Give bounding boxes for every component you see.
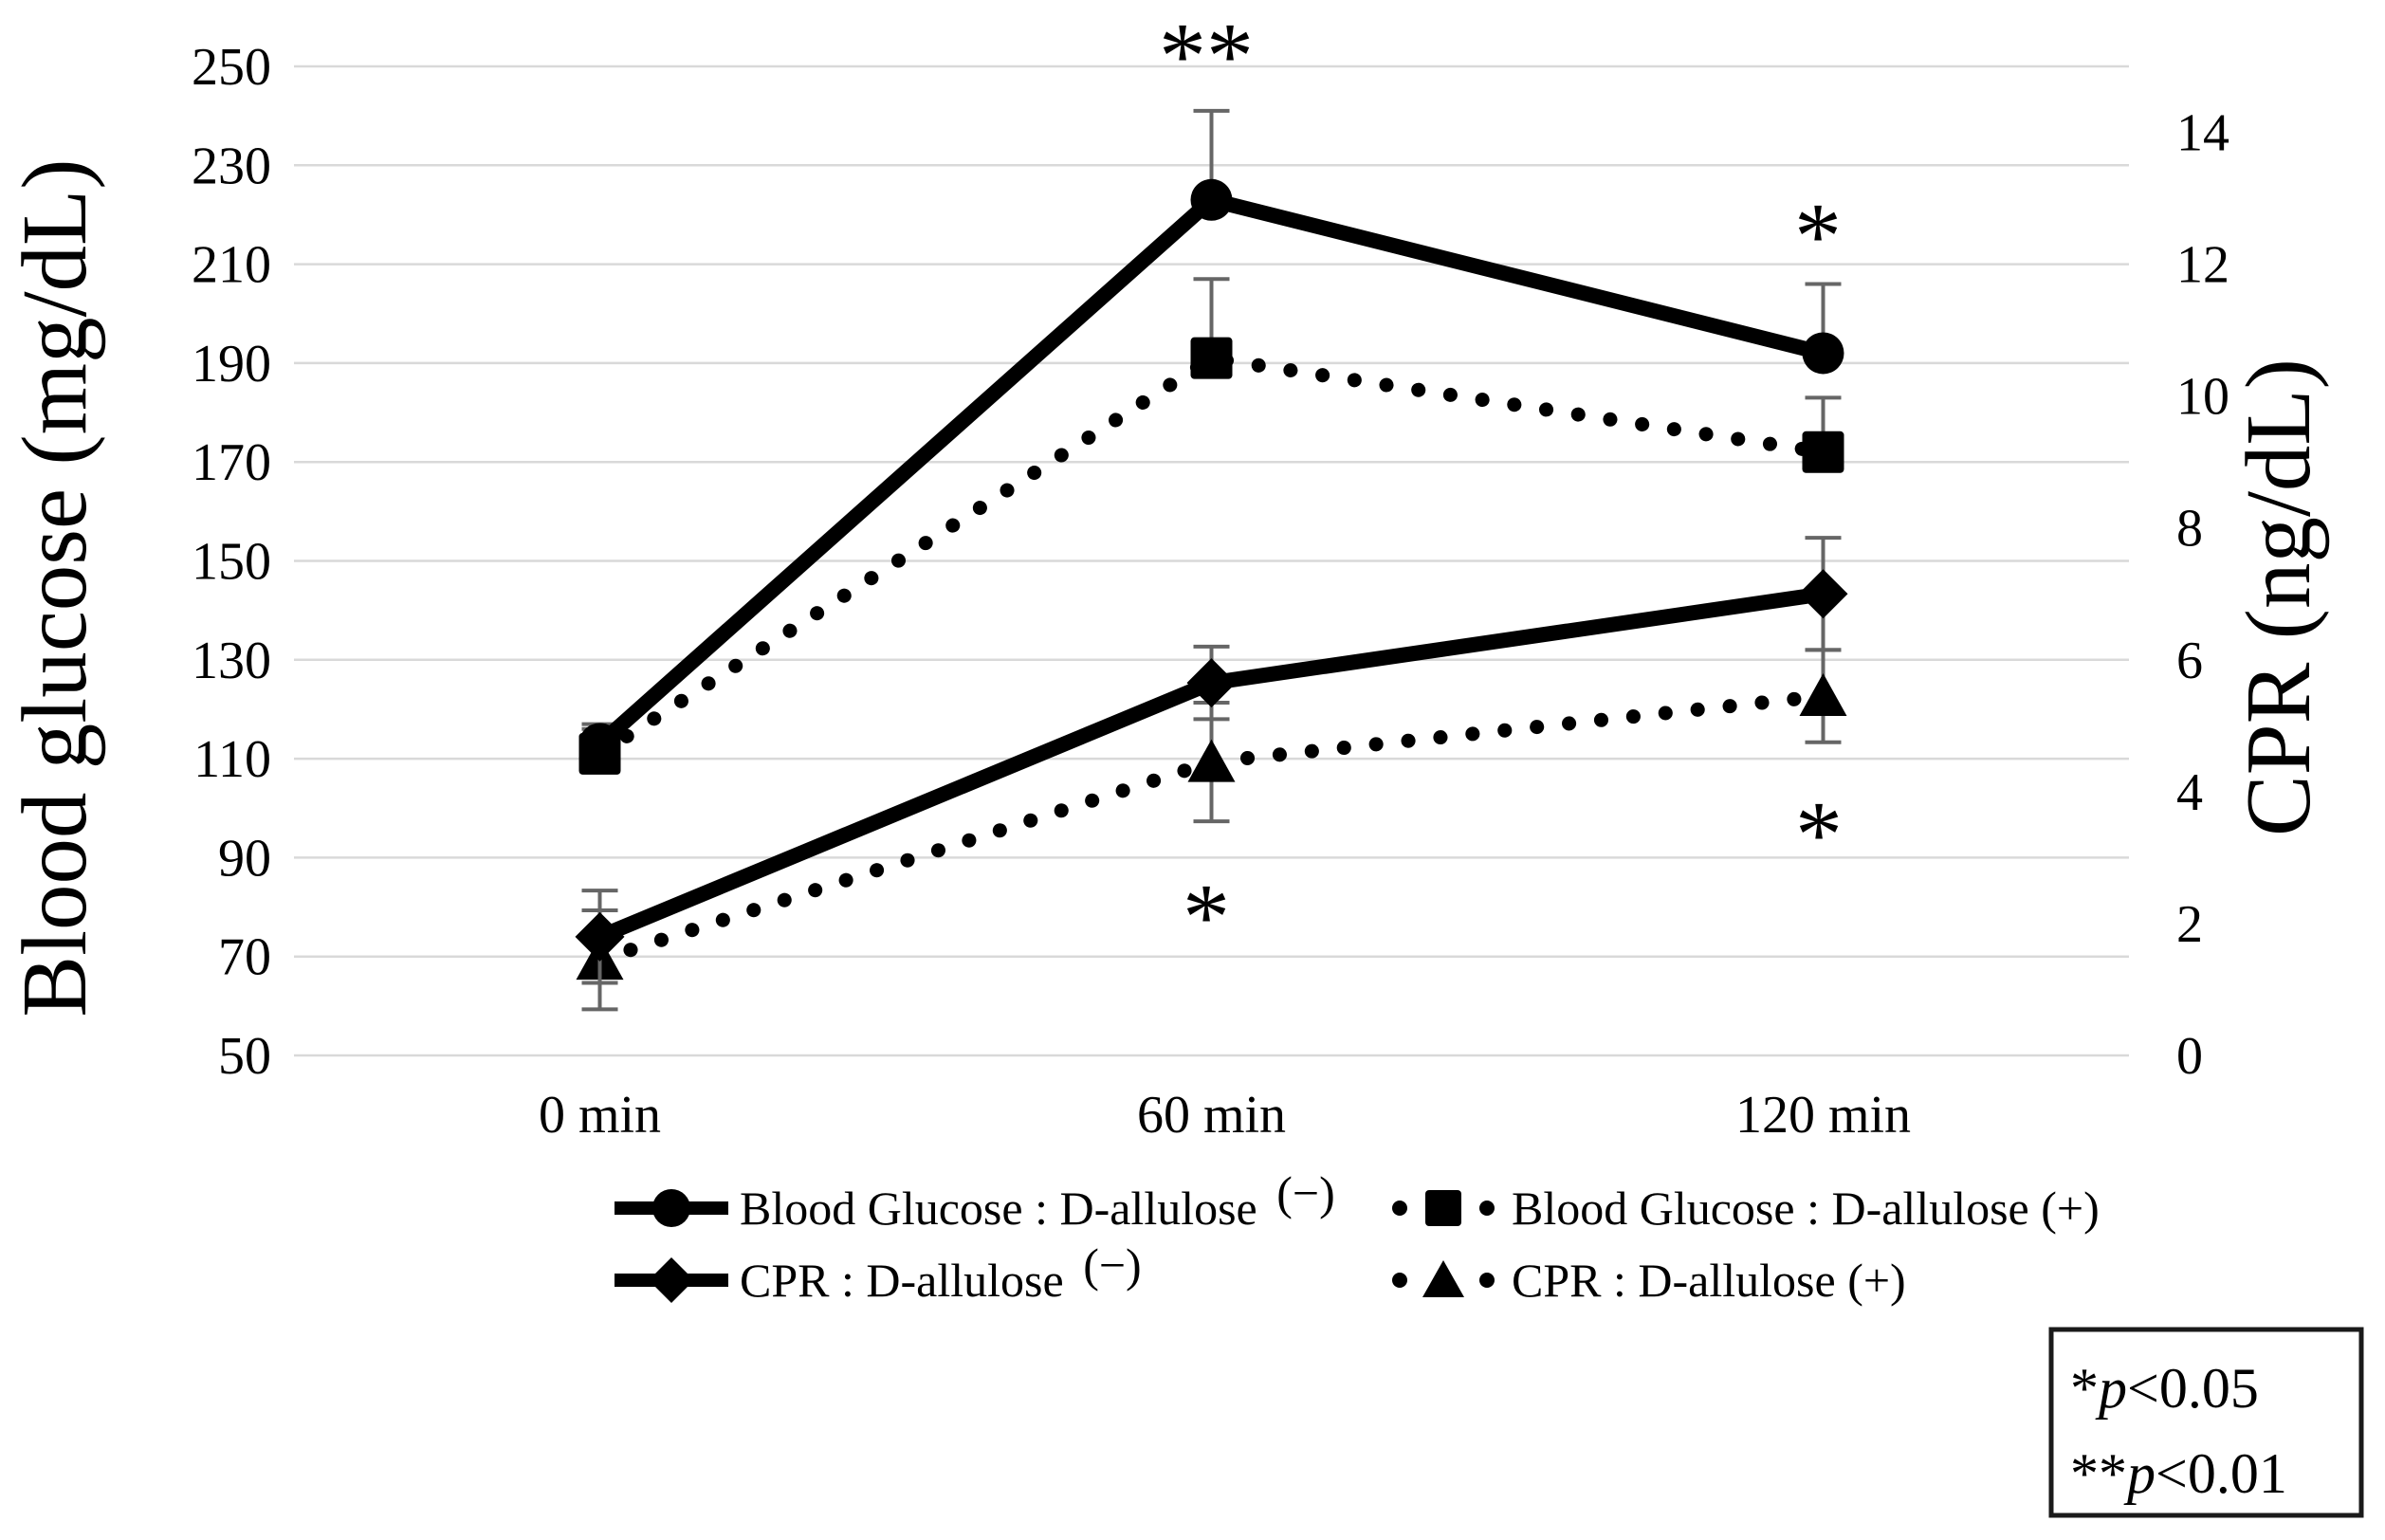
- data-point-marker-diamond: [1798, 569, 1848, 619]
- significance-asterisk: *: [1795, 781, 1843, 887]
- x-axis-label: 0 min: [539, 1086, 661, 1145]
- legend-item-label: Blood Glucose : D-allulose (−): [740, 1166, 1335, 1235]
- data-point-marker-triangle: [1799, 673, 1847, 717]
- legend-item-label: CPR : D-allulose (+): [1512, 1254, 1906, 1307]
- y-gridlines: [294, 64, 2129, 1057]
- legend-dot-icon: [1479, 1273, 1495, 1288]
- right-axis-tick-label: 2: [2176, 895, 2203, 954]
- left-axis-tick-label: 210: [192, 236, 271, 295]
- right-axis-tick-label: 10: [2176, 368, 2229, 427]
- significance-box: *p<0.05 **p<0.01: [2048, 1327, 2364, 1518]
- right-axis-title: CPR (ng/dL): [2228, 358, 2329, 836]
- left-axis-tick-label: 230: [192, 137, 271, 195]
- significance-asterisk: *: [1183, 864, 1230, 969]
- left-axis-tick-label: 130: [192, 632, 271, 690]
- right-axis-tick-label: 6: [2176, 632, 2203, 690]
- left-axis-tick-label: 150: [192, 533, 271, 592]
- legend-item: CPR : D-allulose (−): [615, 1238, 1142, 1307]
- x-axis-labels: 0 min 60 min 120 min: [539, 1086, 1911, 1145]
- legend-item: CPR : D-allulose (+): [1392, 1254, 1906, 1307]
- data-point-marker-square: [1190, 337, 1233, 379]
- left-axis-tick-labels: 250 230 210 190 170 150 130 110 90 70 50: [192, 38, 271, 1086]
- legend-dot-icon: [1479, 1201, 1495, 1216]
- legend-item-label: Blood Glucose : D-allulose (+): [1512, 1182, 2100, 1235]
- right-axis-tick-labels: 14 12 10 8 6 4 2 0: [2176, 104, 2229, 1086]
- data-point-marker-circle: [652, 1189, 690, 1227]
- significance-annotations: *****: [1159, 3, 1843, 969]
- x-axis-label: 120 min: [1735, 1086, 1911, 1145]
- data-point-marker-circle: [578, 723, 621, 765]
- significance-box-border: [2048, 1327, 2364, 1518]
- left-axis-tick-label: 250: [192, 38, 271, 97]
- data-point-marker-diamond: [575, 911, 625, 962]
- legend-dot-icon: [1392, 1273, 1407, 1288]
- legend-dot-icon: [1392, 1201, 1407, 1216]
- significance-asterisk: *: [1794, 183, 1842, 288]
- data-point-marker-triangle: [1187, 739, 1236, 782]
- significance-box-line: *p<0.05: [2070, 1357, 2259, 1420]
- right-axis-tick-label: 4: [2176, 763, 2203, 822]
- legend-item: Blood Glucose : D-allulose (−): [615, 1166, 1335, 1235]
- left-axis-tick-label: 50: [218, 1027, 271, 1086]
- left-axis-tick-label: 70: [218, 928, 271, 987]
- legend-item: Blood Glucose : D-allulose (+): [1392, 1182, 2100, 1235]
- right-axis-tick-label: 8: [2176, 500, 2203, 559]
- series-glucose_minus: [578, 108, 1844, 765]
- data-point-marker-diamond: [649, 1257, 694, 1303]
- left-axis-tick-label: 90: [218, 829, 271, 888]
- data-point-marker-square: [1802, 431, 1844, 473]
- right-axis-tick-label: 0: [2176, 1027, 2203, 1086]
- left-axis-tick-label: 170: [192, 433, 271, 492]
- left-axis-tick-label: 190: [192, 335, 271, 394]
- series-cpr_minus: [575, 536, 1848, 985]
- left-axis-tick-label: 110: [193, 730, 271, 789]
- significance-asterisk: **: [1159, 3, 1254, 108]
- data-point-marker-diamond: [1186, 658, 1237, 708]
- right-axis-tick-label: 12: [2176, 236, 2229, 295]
- data-point-marker-triangle: [1422, 1260, 1464, 1297]
- legend-item-label: CPR : D-allulose (−): [740, 1238, 1142, 1307]
- data-point-marker-square: [1425, 1190, 1461, 1226]
- significance-box-line: **p<0.01: [2070, 1442, 2287, 1505]
- left-axis-title: Blood glucose (mg/dL): [4, 158, 105, 1017]
- data-point-marker-circle: [1802, 332, 1844, 375]
- right-axis-tick-label: 14: [2176, 104, 2229, 163]
- data-point-marker-circle: [1190, 178, 1233, 221]
- x-axis-label: 60 min: [1137, 1086, 1286, 1145]
- legend: Blood Glucose : D-allulose (−) Blood Gluc…: [615, 1166, 2100, 1307]
